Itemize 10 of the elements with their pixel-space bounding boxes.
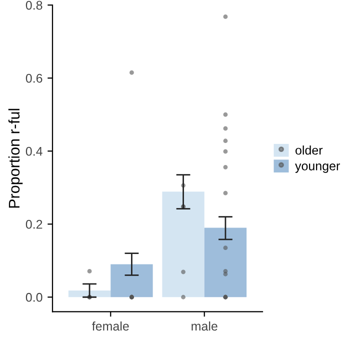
- legend-label: older: [296, 145, 323, 155]
- y-tick-label: 0.8: [26, 0, 42, 10]
- y-tick-label: 0.4: [26, 146, 42, 156]
- y-tick-label: 0.2: [26, 220, 42, 229]
- legend-label: younger: [295, 164, 340, 173]
- x-tick-label: female: [92, 321, 129, 331]
- x-tick-label: male: [192, 321, 218, 331]
- y-tick-label: 0.6: [26, 74, 42, 83]
- y-tick-label: 0.0: [26, 292, 42, 302]
- y-axis-title: Proportion r-ful: [8, 108, 23, 208]
